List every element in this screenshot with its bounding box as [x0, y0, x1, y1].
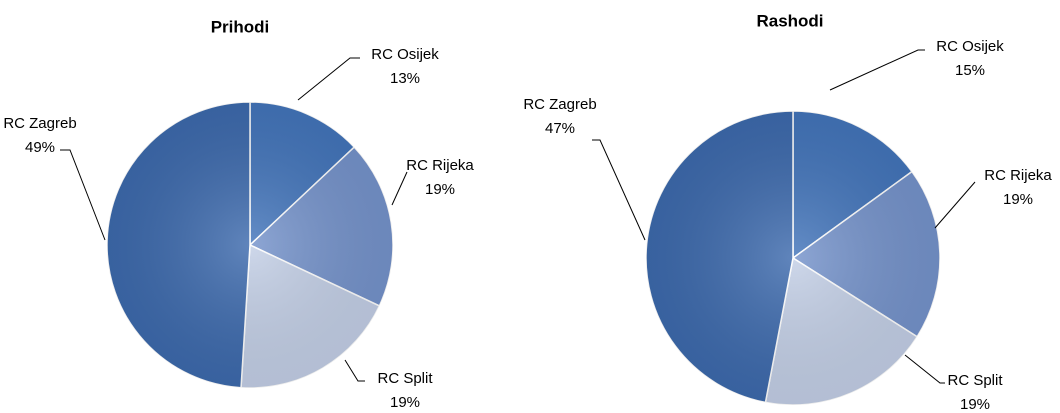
slice-value-label: 19% [960, 396, 990, 413]
leader-line [297, 57, 360, 101]
chart-title: Rashodi [756, 11, 823, 30]
slice-value-label: 19% [390, 394, 420, 411]
leader-line [904, 354, 945, 384]
leader-line [60, 149, 106, 241]
pie-slice [645, 110, 794, 404]
slice-label: RC Split [377, 370, 433, 387]
slice-value-label: 47% [545, 120, 575, 137]
slice-value-label: 13% [390, 70, 420, 87]
slice-value-label: 19% [1003, 191, 1033, 208]
slice-label: RC Rijeka [406, 157, 474, 174]
slice-value-label: 49% [25, 139, 55, 156]
leader-line [829, 49, 925, 91]
pie-slice [106, 101, 251, 389]
slice-label: RC Split [947, 372, 1003, 389]
slice-value-label: 15% [955, 62, 985, 79]
slice-label: RC Zagreb [3, 115, 76, 132]
slice-label: RC Osijek [371, 46, 439, 63]
leader-line [934, 181, 976, 229]
chart-title: Prihodi [211, 17, 270, 36]
leader-line [592, 139, 646, 241]
slice-label: RC Rijeka [984, 167, 1052, 184]
slice-value-label: 19% [425, 181, 455, 198]
leader-line [344, 359, 365, 382]
slice-label: RC Zagreb [523, 96, 596, 113]
slice-label: RC Osijek [936, 38, 1004, 55]
leader-line [391, 171, 408, 206]
